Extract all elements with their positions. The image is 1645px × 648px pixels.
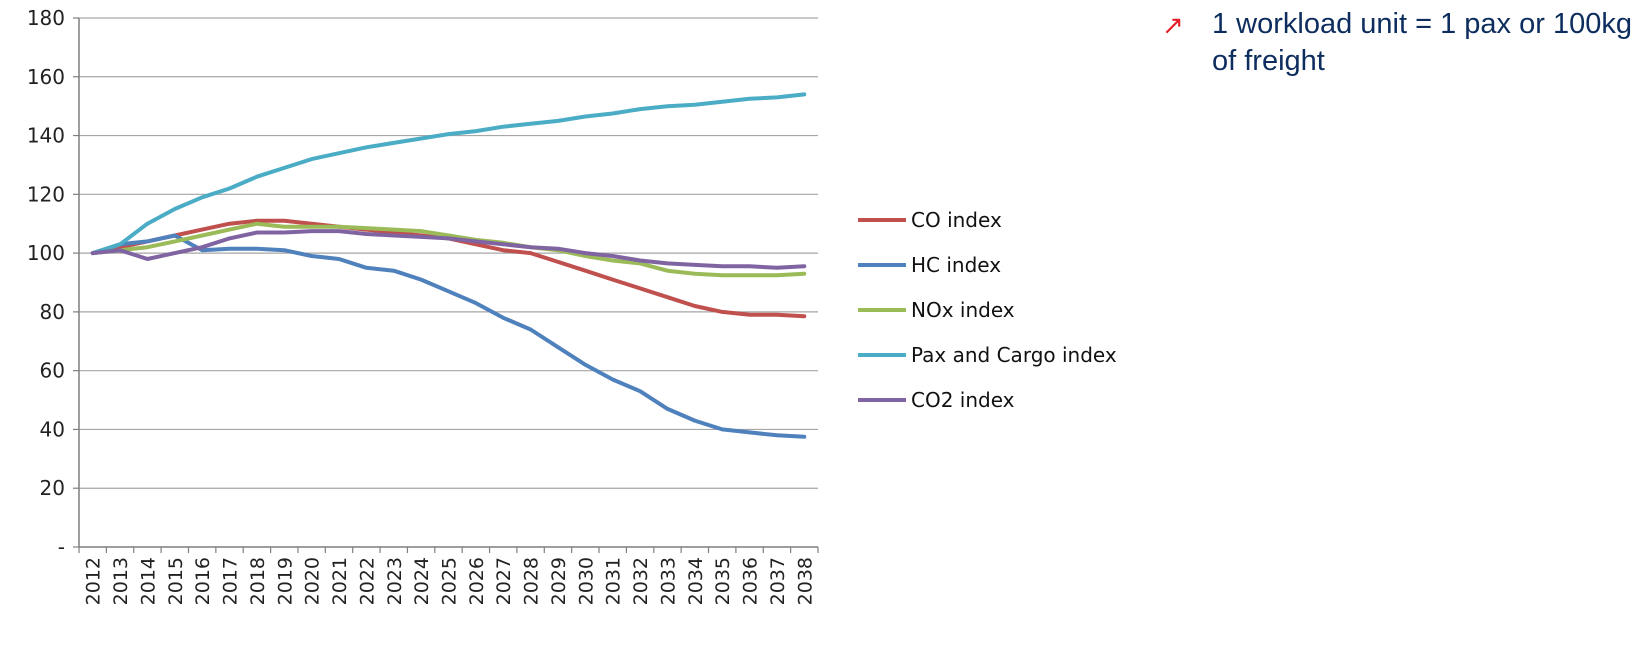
x-tick-label: 2022 [356,557,378,605]
x-tick-label: 2033 [657,557,679,605]
grid-lines [79,17,818,489]
legend-label-pax-and-cargo-index: Pax and Cargo index [911,343,1117,367]
series-line-hc-index [90,233,807,439]
x-tick-label: 2014 [137,557,159,605]
x-tick-label: 2016 [192,557,214,605]
x-tick-label: 2018 [247,557,269,605]
y-tick-label: - [58,535,65,559]
x-tick-label: 2032 [630,557,652,605]
axes [73,17,819,553]
x-tick-label: 2024 [411,557,433,605]
legend: CO index HC index NOx index Pax and Cargo i… [858,208,1117,412]
y-tick-label: 160 [27,65,65,89]
y-tick-label: 100 [27,241,65,265]
x-tick-label: 2020 [302,557,324,605]
y-tick-label: 140 [27,124,65,148]
series-lines [90,92,807,439]
y-tick-label: 20 [40,476,65,500]
y-tick-label: 180 [27,6,65,30]
series-line-co2-index [90,229,807,270]
series-line-nox-index [90,221,807,278]
x-tick-label: 2029 [548,557,570,605]
x-tick-label: 2031 [603,557,625,605]
footnote-text: 1 workload unit = 1 pax or 100kg of frei… [1212,8,1632,77]
legend-label-co-index: CO index [911,208,1002,232]
y-tick-labels: - 20 40 60 80 100 120 140 160 180 [27,6,65,559]
x-tick-label: 2034 [685,557,707,605]
x-tick-label: 2017 [220,557,242,605]
y-tick-label: 60 [40,359,65,383]
legend-label-nox-index: NOx index [911,298,1015,322]
x-tick-label: 2013 [110,557,132,605]
x-tick-label: 2030 [575,557,597,605]
series-line-pax-and-cargo-index [90,92,807,256]
x-tick-label: 2025 [439,557,461,605]
x-tick-label: 2019 [274,557,296,605]
x-tick-label: 2012 [83,557,105,605]
y-tick-label: 40 [40,417,65,441]
legend-label-hc-index: HC index [911,253,1001,277]
y-tick-label: 120 [27,182,65,206]
x-tick-label: 2037 [767,557,789,605]
x-tick-label: 2021 [329,557,351,605]
x-tick-labels: 2012 2013 2014 2015 2016 2017 2018 2019 2020 2021… [83,557,817,605]
legend-label-co2-index: CO2 index [911,388,1015,412]
y-tick-label: 80 [40,300,65,324]
x-tick-label: 2035 [712,557,734,605]
x-tick-label: 2038 [794,557,816,605]
x-tick-label: 2036 [740,557,762,605]
x-tick-label: 2026 [466,557,488,605]
arrow-up-right-icon: ↗ [1162,10,1184,40]
x-tick-label: 2027 [493,557,515,605]
x-tick-label: 2015 [165,557,187,605]
x-tick-label: 2028 [521,557,543,605]
footnote: ↗ 1 workload unit = 1 pax or 100kg of fr… [1162,6,1632,80]
x-tick-label: 2023 [384,557,406,605]
